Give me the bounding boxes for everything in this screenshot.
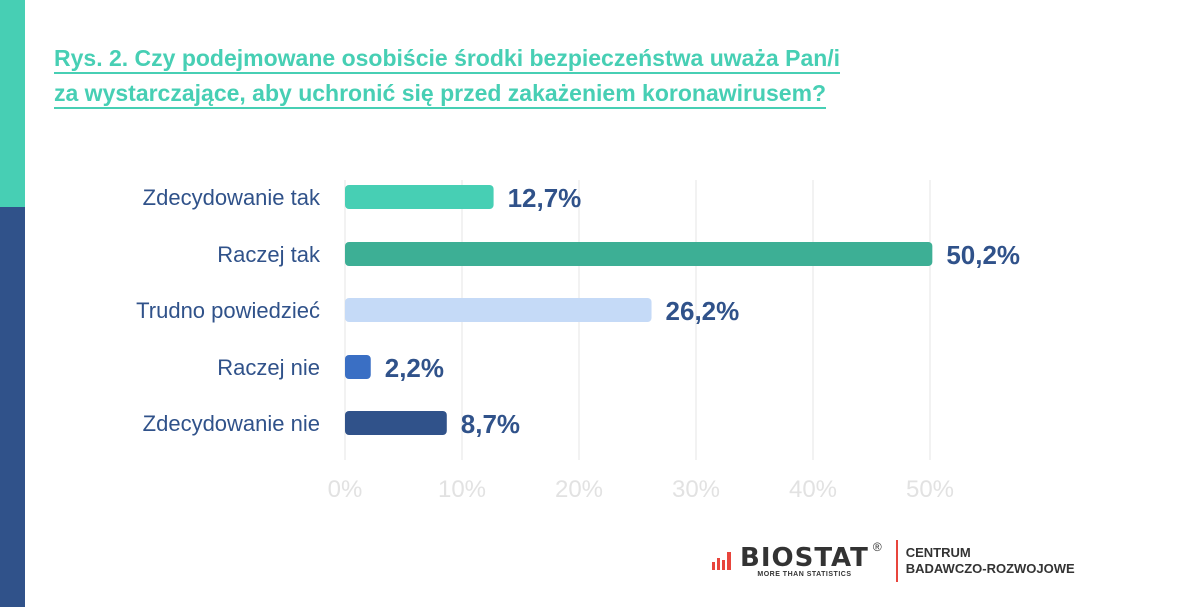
data-label: 2,2% <box>385 353 444 383</box>
data-label: 12,7% <box>508 183 582 213</box>
x-tick-label: 10% <box>438 476 486 503</box>
x-tick-label: 50% <box>906 476 954 503</box>
bar <box>345 242 933 266</box>
data-label: 26,2% <box>666 296 740 326</box>
title-line-2: za wystarczające, aby uchronić się przed… <box>54 79 827 109</box>
category-label: Raczej nie <box>217 355 320 380</box>
logo-separator <box>895 540 898 582</box>
bars-logo-icon <box>712 552 731 570</box>
bar <box>345 411 447 435</box>
data-label: 8,7% <box>461 409 520 439</box>
logo-registered: ® <box>872 540 882 554</box>
accent-strip-top <box>0 0 25 207</box>
category-label: Zdecydowanie nie <box>143 411 320 436</box>
data-label: 50,2% <box>946 240 1020 270</box>
bar <box>345 355 371 379</box>
biostat-logo: BIOSTAT MORE THAN STATISTICS ® CENTRUM B… <box>712 540 1075 582</box>
title-line-1: Rys. 2. Czy podejmowane osobiście środki… <box>54 44 841 74</box>
chart-title: Rys. 2. Czy podejmowane osobiście środki… <box>54 42 841 112</box>
category-label: Trudno powiedzieć <box>136 298 320 323</box>
x-tick-label: 30% <box>672 476 720 503</box>
accent-strip-bottom <box>0 207 25 607</box>
x-tick-label: 20% <box>555 476 603 503</box>
unit-line-1: CENTRUM <box>905 545 971 560</box>
category-label: Raczej tak <box>217 242 321 267</box>
bar <box>345 185 494 209</box>
category-label: Zdecydowanie tak <box>143 185 321 210</box>
x-tick-label: 0% <box>328 476 363 503</box>
unit-line-2: BADAWCZO-ROZWOJOWE <box>905 561 1075 576</box>
logo-brand: BIOSTAT <box>740 542 869 573</box>
logo-tagline: MORE THAN STATISTICS <box>757 570 852 578</box>
x-tick-label: 40% <box>789 476 837 503</box>
bar <box>345 298 652 322</box>
